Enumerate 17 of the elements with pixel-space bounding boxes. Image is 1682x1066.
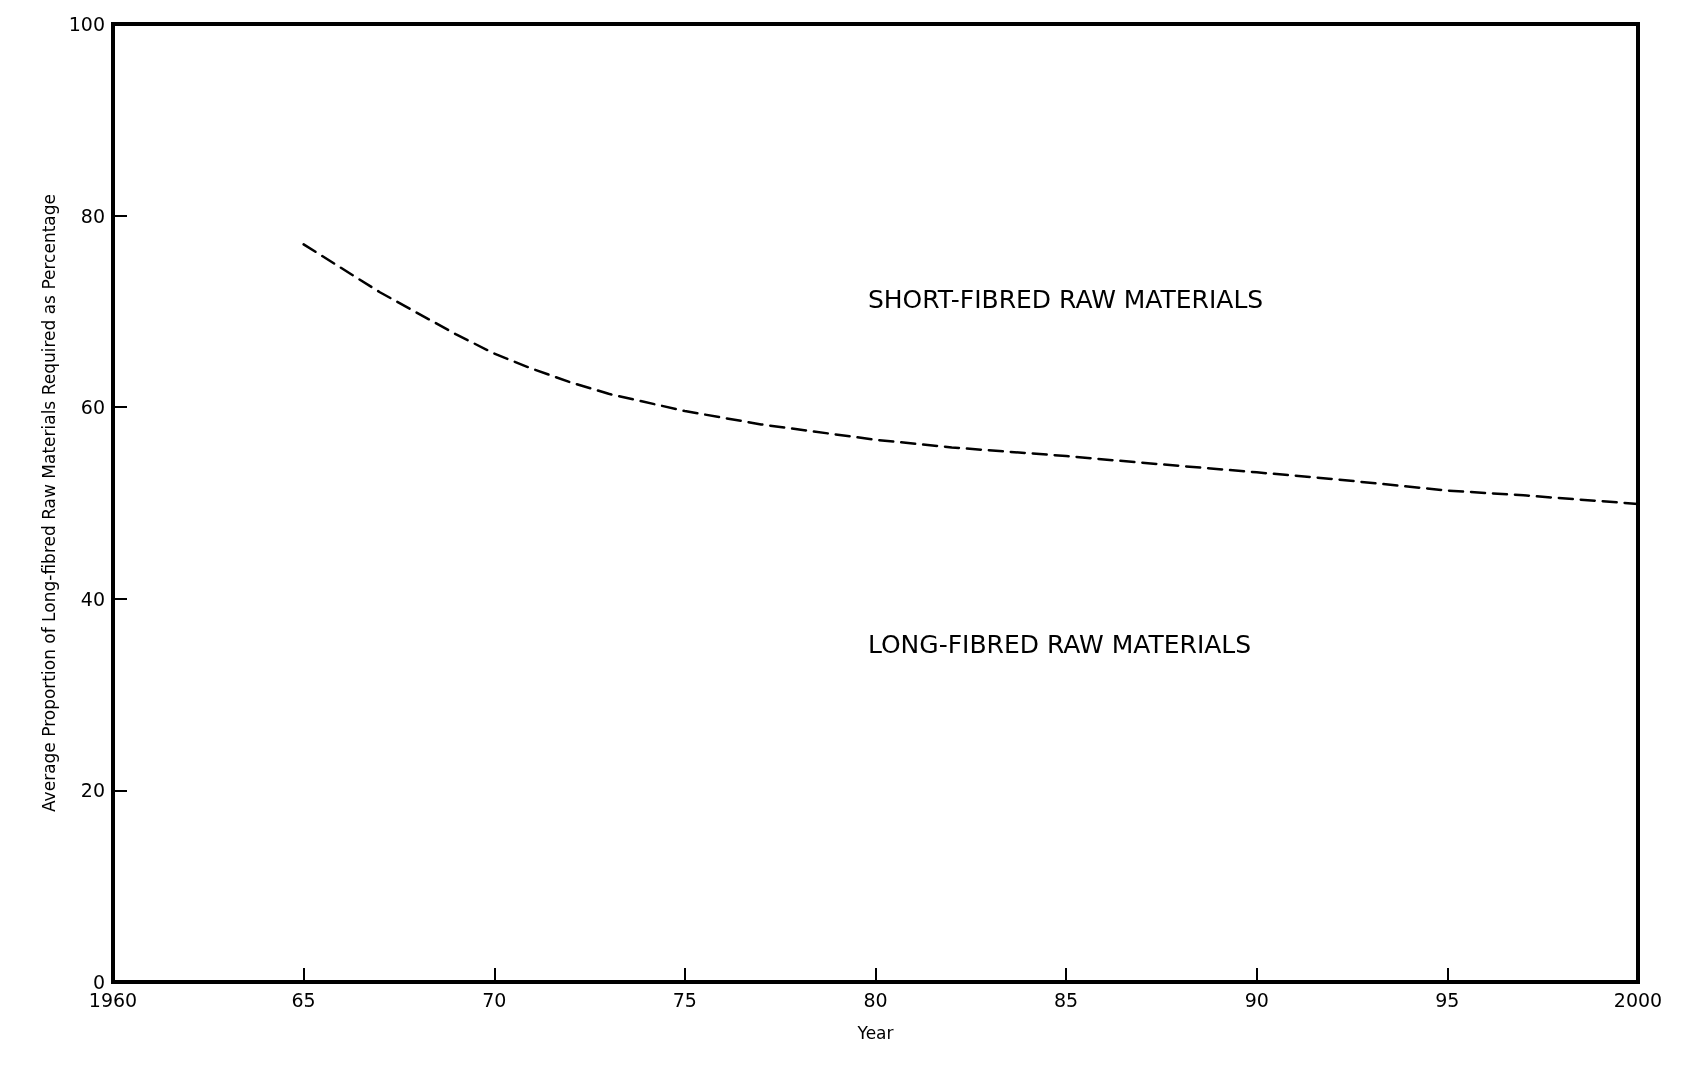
x-tick-label: 85 [1054, 988, 1079, 1011]
x-tick-label: 2000 [1613, 988, 1663, 1011]
y-tick-label: 20 [80, 779, 105, 802]
y-axis-title: Average Proportion of Long-fibred Raw Materials Required as Percentage [39, 193, 60, 813]
y-tick-label: 100 [68, 13, 105, 35]
annotation: LONG-FIBRED RAW MATERIALS [867, 630, 1252, 660]
y-tick-label: 40 [80, 587, 105, 610]
x-tick-label: 65 [291, 988, 316, 1011]
x-axis-title: Year [856, 1022, 894, 1043]
y-tick-label: 60 [80, 396, 105, 419]
x-tick-label: 95 [1435, 988, 1460, 1011]
x-tick-label: 90 [1244, 988, 1269, 1011]
x-tick-label: 75 [672, 988, 697, 1011]
annotation: SHORT-FIBRED RAW MATERIALS [867, 285, 1264, 315]
y-tick-label: 80 [80, 204, 105, 227]
x-tick-label: 80 [863, 988, 888, 1011]
x-tick-label: 70 [482, 988, 507, 1011]
